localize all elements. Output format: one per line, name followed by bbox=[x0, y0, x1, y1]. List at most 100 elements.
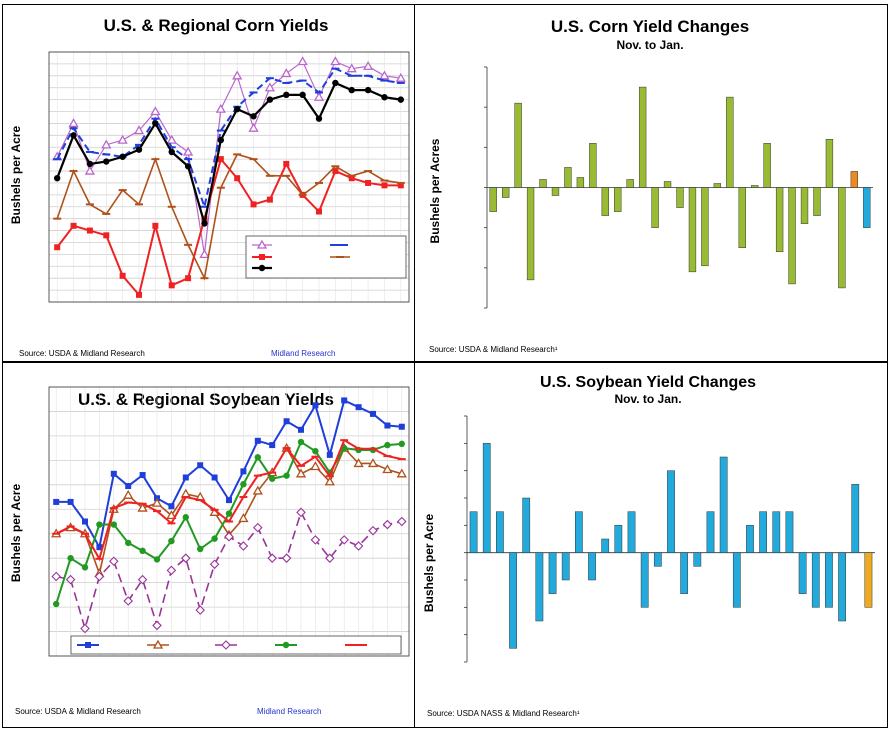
data-point bbox=[240, 468, 247, 475]
data-point bbox=[384, 441, 391, 449]
bar bbox=[653, 552, 662, 567]
data-point bbox=[54, 244, 61, 251]
bar bbox=[851, 484, 860, 553]
data-point bbox=[166, 510, 177, 520]
data-point bbox=[324, 476, 335, 486]
data-point bbox=[296, 507, 306, 518]
bar bbox=[838, 187, 846, 289]
data-point bbox=[197, 545, 204, 553]
data-point bbox=[250, 201, 257, 208]
bar bbox=[667, 470, 675, 553]
plot-area bbox=[464, 415, 875, 663]
data-point bbox=[123, 489, 134, 499]
soy-regional-panel: U.S. & Regional Soybean Yields Bushels p… bbox=[2, 362, 416, 728]
data-point bbox=[224, 532, 234, 542]
data-point bbox=[117, 134, 128, 144]
data-point bbox=[269, 442, 276, 449]
bar bbox=[751, 185, 759, 188]
data-point bbox=[209, 559, 220, 570]
bar bbox=[713, 183, 722, 188]
data-point bbox=[254, 437, 261, 444]
data-point bbox=[96, 521, 103, 528]
data-point bbox=[217, 136, 225, 144]
data-point bbox=[299, 91, 306, 99]
data-point bbox=[381, 182, 388, 189]
data-point bbox=[312, 402, 319, 409]
series-line-wcb bbox=[56, 67, 401, 211]
data-point bbox=[84, 165, 96, 175]
bar bbox=[640, 552, 649, 608]
bar bbox=[489, 187, 497, 212]
data-point bbox=[341, 397, 348, 404]
corn-changes-panel: U.S. Corn Yield Changes Nov. to Jan. Bus… bbox=[414, 4, 888, 362]
bar bbox=[825, 552, 833, 608]
bar bbox=[676, 187, 684, 208]
data-point bbox=[201, 220, 208, 227]
bar bbox=[772, 511, 781, 553]
source-note-secondary: Midland Research bbox=[257, 707, 322, 716]
bar bbox=[746, 525, 754, 553]
bar bbox=[496, 511, 504, 553]
data-point bbox=[397, 96, 405, 103]
data-point bbox=[139, 547, 146, 555]
bar bbox=[626, 179, 634, 188]
data-point bbox=[312, 447, 319, 455]
data-point bbox=[137, 574, 148, 585]
data-point bbox=[53, 174, 61, 182]
data-point bbox=[365, 179, 372, 186]
data-point bbox=[80, 623, 90, 634]
data-point bbox=[283, 91, 290, 99]
data-point bbox=[225, 510, 233, 517]
bar bbox=[706, 511, 715, 553]
bar bbox=[738, 187, 746, 248]
bar bbox=[811, 552, 820, 608]
data-point bbox=[250, 113, 257, 120]
data-point bbox=[238, 541, 249, 551]
bar bbox=[548, 552, 557, 594]
data-point bbox=[82, 518, 88, 525]
data-point bbox=[166, 134, 177, 144]
bar bbox=[535, 552, 544, 622]
bar bbox=[561, 552, 570, 581]
data-point bbox=[297, 56, 308, 66]
data-point bbox=[217, 156, 224, 163]
data-point bbox=[364, 86, 372, 94]
data-point bbox=[109, 556, 119, 567]
legend-marker bbox=[221, 640, 231, 650]
bar bbox=[539, 179, 547, 188]
bar bbox=[482, 443, 491, 553]
bar bbox=[688, 187, 697, 273]
bar bbox=[850, 171, 858, 188]
data-point bbox=[86, 160, 94, 168]
data-point bbox=[248, 122, 259, 132]
chart-title: U.S. & Regional Corn Yields bbox=[104, 16, 329, 35]
chart-title: U.S. Corn Yield Changes bbox=[551, 17, 749, 36]
data-point bbox=[252, 485, 263, 495]
data-point bbox=[355, 404, 362, 411]
data-point bbox=[53, 498, 60, 505]
data-point bbox=[103, 232, 110, 239]
bar bbox=[514, 102, 522, 188]
data-point bbox=[67, 498, 74, 505]
data-point bbox=[119, 153, 126, 160]
bar bbox=[469, 511, 478, 553]
data-point bbox=[398, 440, 405, 448]
chart-title: U.S. Soybean Yield Changes bbox=[540, 374, 756, 391]
bar bbox=[838, 552, 846, 622]
data-point bbox=[195, 605, 205, 615]
data-point bbox=[283, 160, 290, 167]
data-point bbox=[238, 513, 249, 523]
data-point bbox=[295, 468, 307, 478]
data-point bbox=[152, 120, 159, 127]
data-point bbox=[310, 461, 321, 471]
data-point bbox=[119, 272, 126, 279]
bar bbox=[732, 552, 741, 608]
data-point bbox=[397, 182, 404, 189]
bar bbox=[522, 497, 531, 553]
soy-regional-chart: U.S. & Regional Soybean Yields Bushels p… bbox=[9, 386, 410, 657]
data-point bbox=[346, 63, 357, 73]
data-point bbox=[339, 535, 349, 545]
plot-area bbox=[48, 51, 410, 303]
bar bbox=[759, 511, 767, 553]
data-point bbox=[348, 175, 355, 182]
